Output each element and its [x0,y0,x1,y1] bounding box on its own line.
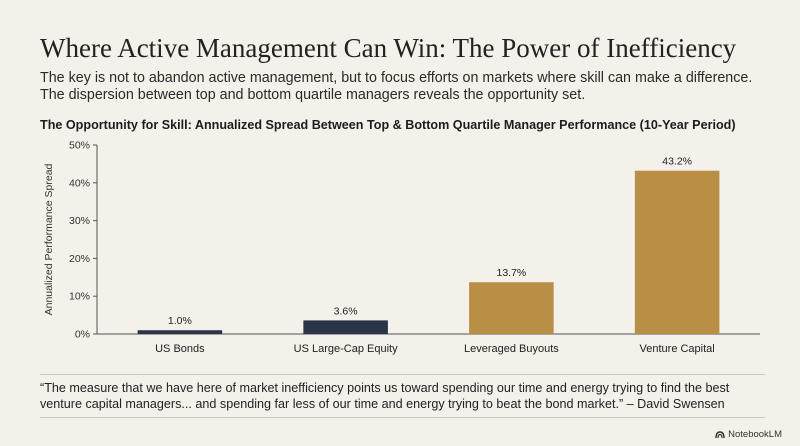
bar-leveraged-buyouts [469,282,554,334]
bar-chart: 0% 10% 20% 30% 40% 50% Annualized Performance … [43,140,760,355]
x-tick-label: US Large-Cap Equity [294,343,398,355]
brand-badge: NotebookLM [715,429,782,440]
quote-block: “The measure that we have here of market… [40,380,770,412]
page-title: Where Active Management Can Win: The Pow… [40,33,737,63]
y-tick-label: 50% [69,140,90,152]
page-subtitle: The key is not to abandon active managem… [40,70,770,104]
notebooklm-logo-icon [715,430,725,438]
bar-value-label: 3.6% [334,305,358,317]
divider-top [40,374,765,375]
bar-us-large-cap-equity [303,320,388,334]
subtitle-line-2: The dispersion between top and bottom qu… [40,87,586,103]
brand-label: NotebookLM [728,429,782,440]
bar-us-bonds [137,330,223,334]
bar-value-label: 1.0% [168,315,192,327]
y-axis-label: Annualized Performance Spread [43,163,55,315]
y-tick-label: 20% [69,253,90,265]
y-tick-label: 40% [69,177,90,189]
bar-value-label: 13.7% [496,267,526,279]
divider-bottom [40,417,765,418]
x-tick-label: US Bonds [155,343,205,355]
quote-line-1: “The measure that we have here of market… [40,381,730,395]
bar-value-label: 43.2% [662,156,692,168]
y-tick-label: 0% [75,329,90,341]
x-tick-label: Venture Capital [640,343,715,355]
y-tick-label: 10% [69,291,90,303]
bar-venture-capital [634,170,720,334]
quote-line-2: venture capital managers... and spending… [40,397,725,411]
subtitle-line-1: The key is not to abandon active managem… [40,70,753,86]
y-tick-label: 30% [69,215,90,227]
x-tick-label: Leveraged Buyouts [464,343,559,355]
chart-title: The Opportunity for Skill: Annualized Sp… [40,118,736,132]
